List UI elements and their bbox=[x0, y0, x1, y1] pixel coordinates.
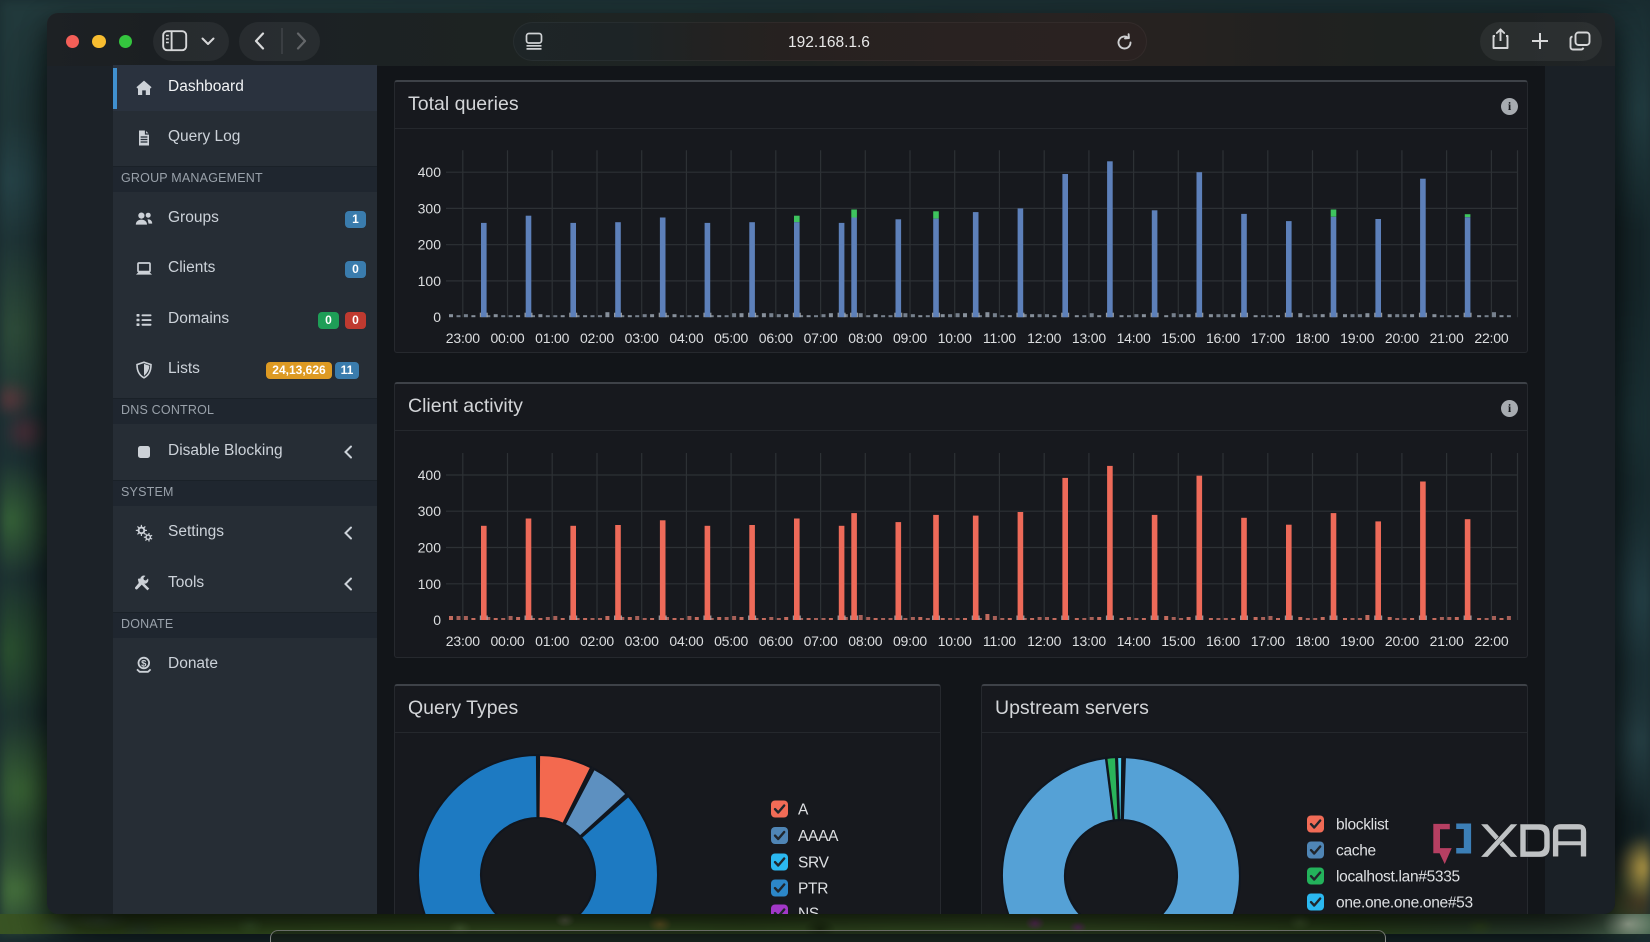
svg-text:SRV: SRV bbox=[798, 855, 830, 872]
svg-text:14:00: 14:00 bbox=[1117, 330, 1151, 346]
svg-text:07:00: 07:00 bbox=[804, 633, 838, 649]
svg-text:blocklist: blocklist bbox=[1336, 817, 1389, 834]
svg-text:16:00: 16:00 bbox=[1206, 330, 1240, 346]
svg-text:$: $ bbox=[141, 658, 147, 669]
svg-text:100: 100 bbox=[418, 273, 442, 289]
svg-text:localhost.lan#5335: localhost.lan#5335 bbox=[1336, 869, 1460, 886]
svg-text:03:00: 03:00 bbox=[625, 633, 659, 649]
svg-text:04:00: 04:00 bbox=[669, 330, 703, 346]
svg-text:05:00: 05:00 bbox=[714, 330, 748, 346]
svg-text:03:00: 03:00 bbox=[625, 330, 659, 346]
svg-text:02:00: 02:00 bbox=[580, 330, 614, 346]
svg-text:A: A bbox=[798, 802, 809, 819]
svg-text:00:00: 00:00 bbox=[490, 330, 524, 346]
svg-text:11:00: 11:00 bbox=[983, 330, 1016, 346]
svg-text:21:00: 21:00 bbox=[1430, 330, 1464, 346]
svg-text:20:00: 20:00 bbox=[1385, 330, 1419, 346]
svg-text:14:00: 14:00 bbox=[1117, 633, 1151, 649]
svg-text:01:00: 01:00 bbox=[535, 330, 569, 346]
svg-text:13:00: 13:00 bbox=[1072, 633, 1106, 649]
svg-text:06:00: 06:00 bbox=[759, 330, 793, 346]
svg-text:09:00: 09:00 bbox=[893, 633, 927, 649]
svg-text:00:00: 00:00 bbox=[490, 633, 524, 649]
svg-text:cache: cache bbox=[1336, 843, 1376, 860]
svg-text:05:00: 05:00 bbox=[714, 633, 748, 649]
svg-text:15:00: 15:00 bbox=[1161, 633, 1195, 649]
svg-text:23:00: 23:00 bbox=[446, 330, 480, 346]
svg-text:400: 400 bbox=[418, 164, 442, 180]
svg-text:08:00: 08:00 bbox=[848, 330, 882, 346]
svg-text:23:00: 23:00 bbox=[446, 633, 480, 649]
svg-text:20:00: 20:00 bbox=[1385, 633, 1419, 649]
svg-text:15:00: 15:00 bbox=[1161, 330, 1195, 346]
svg-text:18:00: 18:00 bbox=[1295, 633, 1329, 649]
svg-text:10:00: 10:00 bbox=[938, 633, 972, 649]
svg-text:17:00: 17:00 bbox=[1251, 330, 1285, 346]
svg-text:02:00: 02:00 bbox=[580, 633, 614, 649]
svg-text:one.one.one.one#53: one.one.one.one#53 bbox=[1336, 895, 1473, 912]
svg-text:21:00: 21:00 bbox=[1430, 633, 1464, 649]
svg-text:19:00: 19:00 bbox=[1340, 330, 1374, 346]
svg-text:100: 100 bbox=[418, 576, 442, 592]
svg-text:12:00: 12:00 bbox=[1027, 330, 1061, 346]
svg-text:22:00: 22:00 bbox=[1474, 633, 1508, 649]
svg-text:08:00: 08:00 bbox=[848, 633, 882, 649]
svg-text:16:00: 16:00 bbox=[1206, 633, 1240, 649]
svg-text:10:00: 10:00 bbox=[938, 330, 972, 346]
svg-text:01:00: 01:00 bbox=[535, 633, 569, 649]
svg-text:0: 0 bbox=[433, 309, 441, 325]
svg-text:11:00: 11:00 bbox=[983, 633, 1016, 649]
svg-text:07:00: 07:00 bbox=[804, 330, 838, 346]
svg-text:22:00: 22:00 bbox=[1474, 330, 1508, 346]
svg-text:18:00: 18:00 bbox=[1295, 330, 1329, 346]
svg-text:17:00: 17:00 bbox=[1251, 633, 1285, 649]
svg-text:06:00: 06:00 bbox=[759, 633, 793, 649]
svg-text:300: 300 bbox=[418, 200, 442, 216]
svg-text:12:00: 12:00 bbox=[1027, 633, 1061, 649]
svg-text:04:00: 04:00 bbox=[669, 633, 703, 649]
svg-text:200: 200 bbox=[418, 237, 442, 253]
svg-text:NS: NS bbox=[798, 906, 819, 915]
svg-text:400: 400 bbox=[418, 467, 442, 483]
svg-text:13:00: 13:00 bbox=[1072, 330, 1106, 346]
svg-text:300: 300 bbox=[418, 503, 442, 519]
svg-text:200: 200 bbox=[418, 540, 442, 556]
svg-text:09:00: 09:00 bbox=[893, 330, 927, 346]
svg-text:AAAA: AAAA bbox=[798, 828, 839, 845]
svg-text:19:00: 19:00 bbox=[1340, 633, 1374, 649]
svg-text:PTR: PTR bbox=[798, 881, 828, 898]
svg-text:0: 0 bbox=[433, 612, 441, 628]
